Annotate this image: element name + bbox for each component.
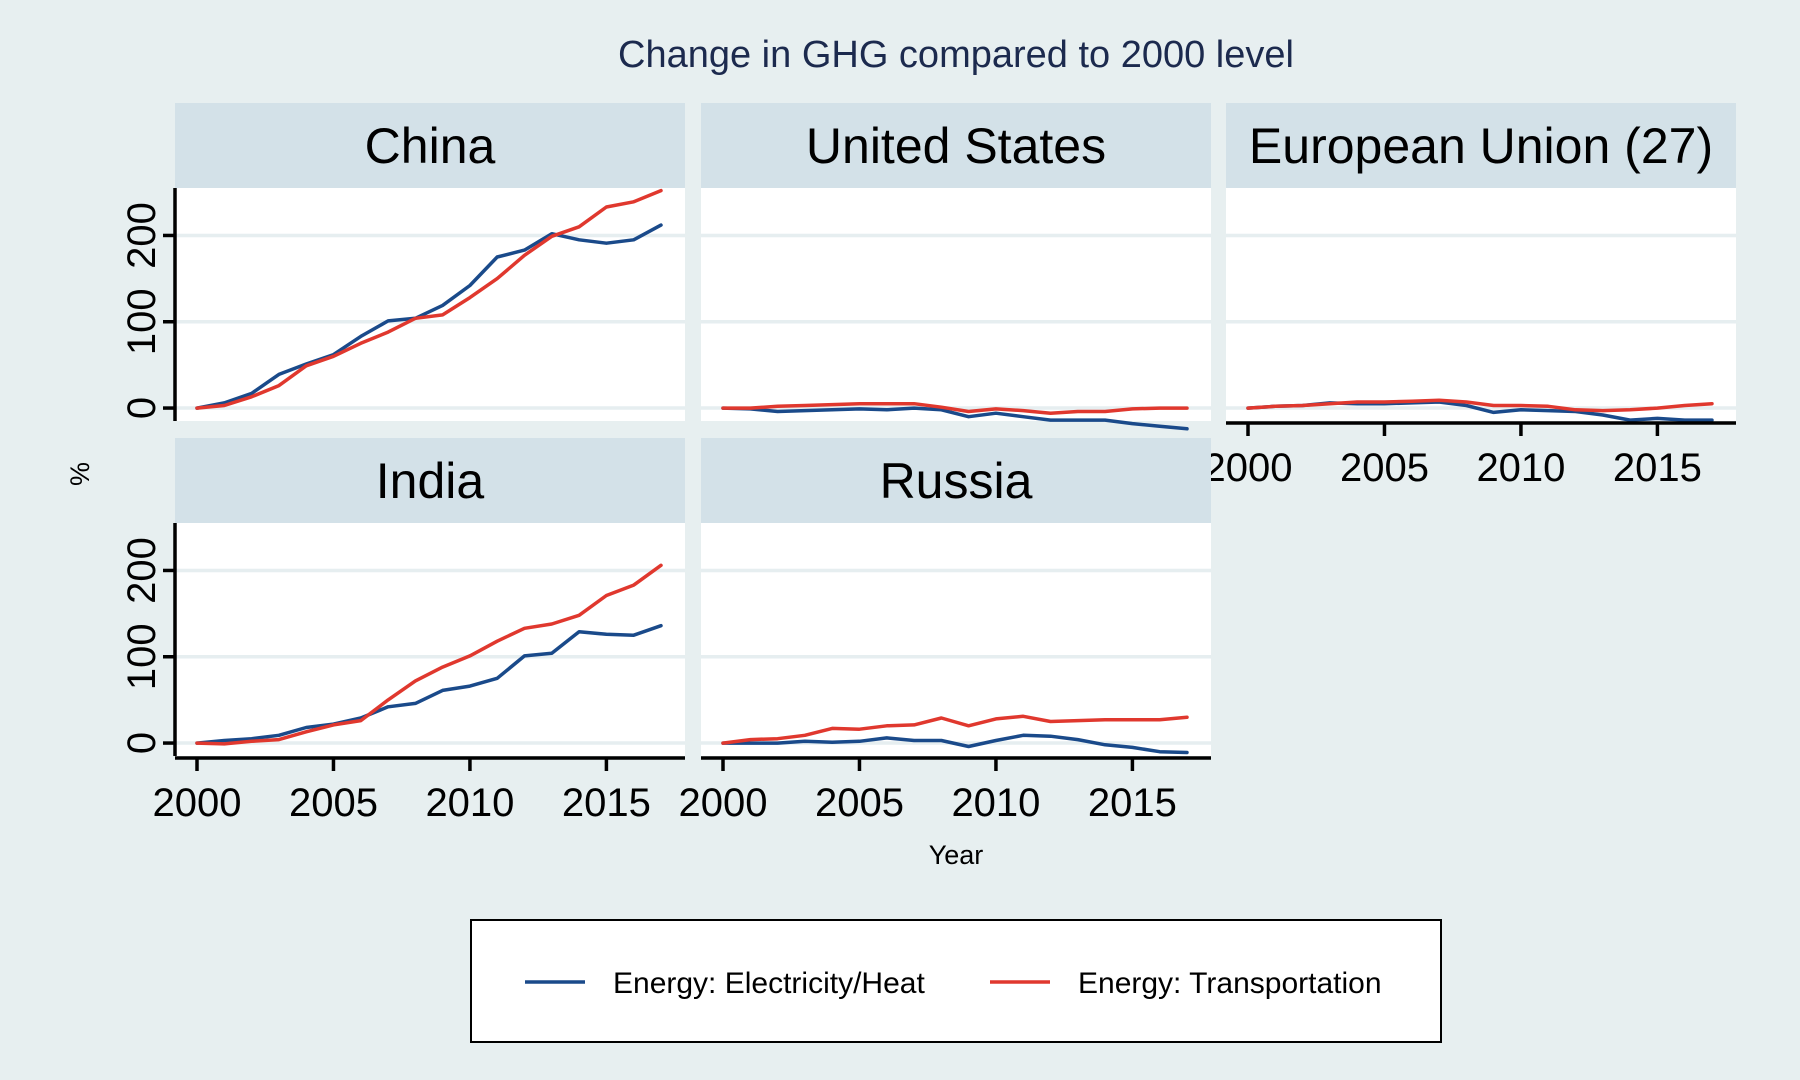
x-tick-label: 2015 bbox=[1088, 781, 1177, 825]
x-tick-label: 2010 bbox=[425, 781, 514, 825]
plot-area-india bbox=[175, 523, 685, 756]
series-line-energy-transportation bbox=[721, 401, 1189, 415]
panel-strip-india bbox=[175, 438, 685, 523]
x-tick-label: 2005 bbox=[289, 781, 378, 825]
panel-title-china: China bbox=[365, 118, 496, 174]
panel-strip-russia bbox=[701, 438, 1211, 523]
x-tick-label: 2000 bbox=[153, 781, 242, 825]
y-tick-label: 200 bbox=[120, 202, 164, 269]
x-tick-label: 2005 bbox=[815, 781, 904, 825]
series-line-energy-electricity-heat bbox=[195, 623, 663, 745]
panel-strip-china bbox=[175, 103, 685, 188]
series-line-energy-electricity-heat bbox=[195, 223, 663, 410]
series-line-energy-transportation bbox=[721, 714, 1189, 745]
panel-title-united-states: United States bbox=[806, 118, 1106, 174]
y-tick-label: 0 bbox=[120, 397, 164, 419]
x-tick-label: 2005 bbox=[1340, 446, 1429, 490]
series-line-energy-electricity-heat bbox=[721, 406, 1189, 431]
series-line-energy-transportation bbox=[195, 188, 663, 410]
x-tick-label: 2015 bbox=[562, 781, 651, 825]
panel-russia: Russia 2000 2005 2010 2015 bbox=[679, 438, 1211, 825]
y-tick-label: 0 bbox=[120, 732, 164, 754]
y-axis-title: % bbox=[65, 462, 95, 486]
panel-strip-united-states bbox=[701, 103, 1211, 188]
series-line-energy-electricity-heat bbox=[721, 733, 1189, 755]
chart-panels: China 0 100 200 United States European Union … bbox=[120, 103, 1736, 825]
panel-title-european-union-27: European Union (27) bbox=[1249, 118, 1713, 174]
legend-box bbox=[470, 919, 1442, 1043]
chart-title: Change in GHG compared to 2000 level bbox=[618, 34, 1294, 76]
x-tick-label: 2010 bbox=[951, 781, 1040, 825]
legend-label-energy-electricity-heat: Energy: Electricity/Heat bbox=[613, 967, 925, 1000]
panel-india: India 0 100 200 2000 2005 2010 2015 bbox=[120, 438, 685, 825]
plot-area-china bbox=[175, 188, 685, 421]
x-tick-label: 2010 bbox=[1476, 446, 1565, 490]
legend: Energy: Electricity/Heat Energy: Transpor… bbox=[470, 919, 1442, 1043]
plot-area-russia bbox=[701, 523, 1211, 756]
plot-area-united-states bbox=[701, 188, 1211, 421]
panel-united-states: United States bbox=[701, 103, 1211, 431]
series-line-energy-transportation bbox=[1246, 398, 1714, 413]
x-axis-title: Year bbox=[929, 840, 984, 870]
x-tick-label: 2000 bbox=[679, 781, 768, 825]
plot-area-european-union-27 bbox=[1226, 188, 1736, 421]
y-tick-label: 100 bbox=[120, 288, 164, 355]
panel-title-india: India bbox=[376, 453, 485, 509]
x-tick-label: 2015 bbox=[1613, 446, 1702, 490]
panel-european-union-27: European Union (27) 2000 2005 2010 2015 bbox=[1204, 103, 1736, 490]
panel-strip-european-union-27 bbox=[1226, 103, 1736, 188]
legend-label-energy-transportation: Energy: Transportation bbox=[1078, 967, 1382, 1000]
y-tick-label: 200 bbox=[120, 537, 164, 604]
series-line-energy-transportation bbox=[195, 563, 663, 746]
panel-china: China 0 100 200 bbox=[120, 103, 685, 421]
x-tick-label: 2000 bbox=[1204, 446, 1293, 490]
panel-title-russia: Russia bbox=[880, 453, 1033, 509]
y-tick-label: 100 bbox=[120, 623, 164, 690]
